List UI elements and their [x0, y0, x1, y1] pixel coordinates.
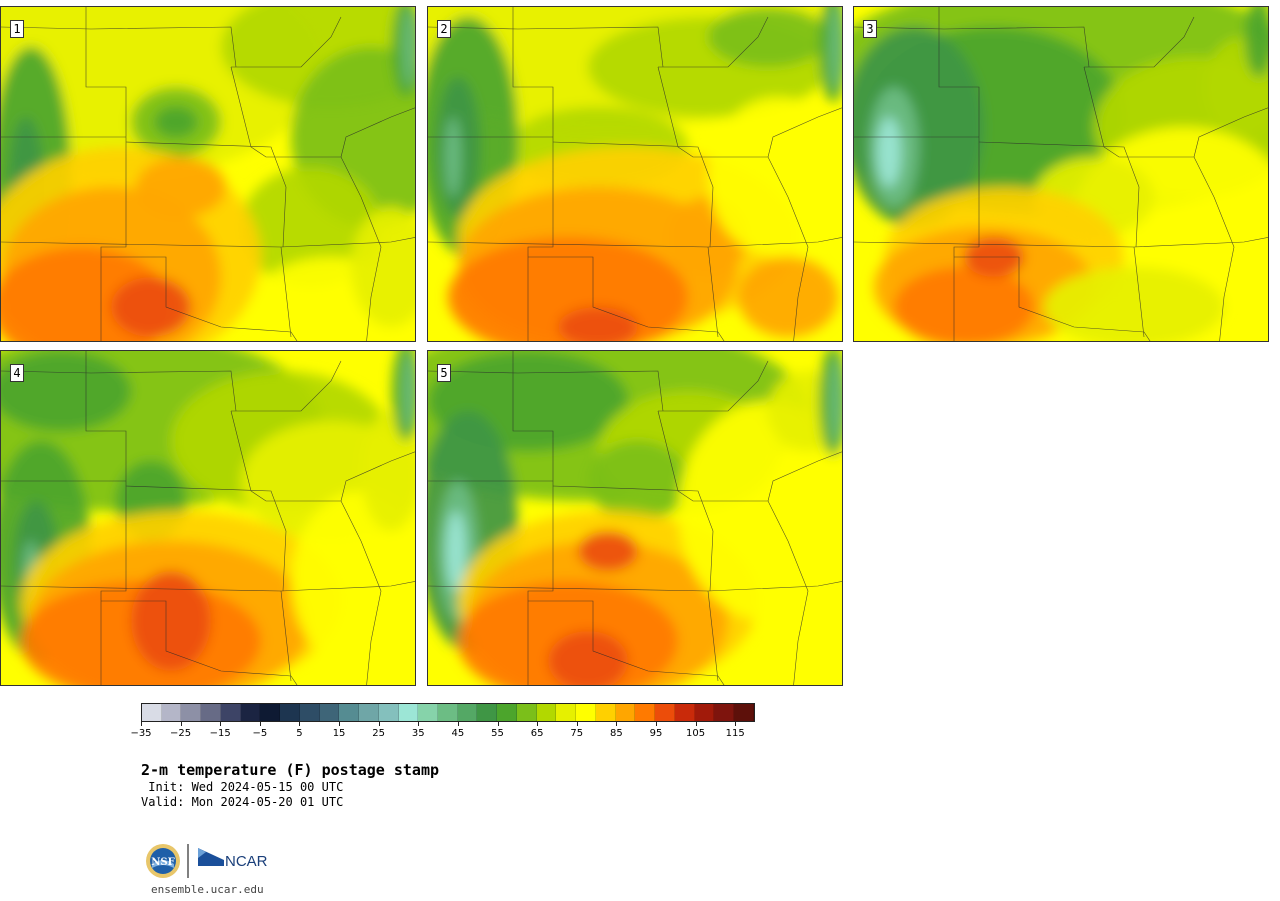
colorbar-tick [537, 722, 539, 726]
colorbar-tick-label: 5 [296, 728, 303, 739]
colorbar-swatch [201, 704, 221, 721]
member-number-label: 3 [863, 20, 877, 38]
valid-time: Valid: Mon 2024-05-20 01 UTC [141, 795, 344, 809]
colorbar-tick-label: 85 [609, 728, 623, 739]
ensemble-member-panel-1: 1 [0, 6, 416, 342]
colorbar-tick [220, 722, 222, 726]
colorbar-tick-label: 45 [451, 728, 465, 739]
colorbar-swatch [655, 704, 675, 721]
colorbar-tick [141, 722, 142, 726]
member-number-label: 1 [10, 20, 24, 38]
colorbar-swatch [418, 704, 439, 721]
ensemble-member-panel-5: 5 [427, 350, 843, 686]
colorbar-swatch [220, 704, 241, 721]
init-time: Init: Wed 2024-05-15 00 UTC [141, 780, 344, 794]
colorbar-tick [576, 722, 578, 726]
colorbar-swatch [161, 704, 182, 721]
nsf-ncar-logo: NSF NCAR [146, 844, 268, 878]
colorbar-tick [339, 722, 341, 726]
colorbar-swatch [556, 704, 577, 721]
temperature-field-map [428, 351, 842, 685]
colorbar-swatch [319, 704, 340, 721]
colorbar-tick [695, 722, 697, 726]
colorbar-swatch [714, 704, 735, 721]
colorbar-swatch [595, 704, 616, 721]
colorbar-tick-label: −25 [170, 728, 192, 739]
ncar-text: NCAR [225, 853, 268, 870]
colorbar-swatch [635, 704, 656, 721]
site-url: ensemble.ucar.edu [151, 883, 264, 896]
colorbar-swatch [240, 704, 261, 721]
colorbar-swatch [299, 704, 320, 721]
colorbar-swatch [477, 704, 498, 721]
colorbar-swatch [674, 704, 695, 721]
colorbar-swatch [694, 704, 715, 721]
colorbar-swatch [359, 704, 379, 721]
member-number-label: 5 [437, 364, 451, 382]
colorbar-tick-label: 65 [530, 728, 544, 739]
colorbar-tick-label: 115 [725, 728, 745, 739]
colorbar-swatch [260, 704, 281, 721]
colorbar-tick [616, 722, 618, 726]
colorbar-tick [655, 722, 657, 726]
colorbar-tick-label: 25 [372, 728, 386, 739]
ensemble-member-panel-2: 2 [427, 6, 843, 342]
temperature-colorbar [141, 703, 755, 722]
colorbar-swatch [576, 704, 596, 721]
colorbar-swatch [142, 704, 162, 721]
figure-title: 2-m temperature (F) postage stamp [141, 761, 440, 779]
colorbar-tick-labels: −35 −25 −15 −5 5 15 25 35 45 55 65 75 85 95 105 115 [130, 722, 755, 744]
colorbar-swatch [457, 704, 478, 721]
colorbar-tick [259, 722, 261, 726]
colorbar-tick-label: 95 [649, 728, 663, 739]
colorbar-tick [180, 722, 182, 726]
colorbar-tick-label: −35 [130, 728, 152, 739]
colorbar-tick-label: 105 [686, 728, 706, 739]
colorbar-swatch [734, 704, 754, 721]
colorbar-tick-label: −15 [209, 728, 231, 739]
colorbar-swatch [536, 704, 557, 721]
colorbar-swatch [516, 704, 537, 721]
ensemble-member-panel-4: 4 [0, 350, 416, 686]
colorbar-swatch [438, 704, 458, 721]
nsf-text: NSF [151, 857, 174, 868]
colorbar-tick [457, 722, 459, 726]
member-number-label: 4 [10, 364, 24, 382]
ensemble-member-panel-3: 3 [853, 6, 1269, 342]
colorbar-tick-label: 35 [411, 728, 425, 739]
colorbar-tick [497, 722, 499, 726]
colorbar-tick [299, 722, 301, 726]
member-number-label: 2 [437, 20, 451, 38]
ncar-logo-icon: NCAR [198, 848, 268, 870]
colorbar-tick [378, 722, 380, 726]
colorbar-swatch [339, 704, 360, 721]
temperature-field-map [428, 7, 842, 341]
colorbar-swatch [378, 704, 399, 721]
colorbar-swatch [398, 704, 419, 721]
colorbar-tick [418, 722, 420, 726]
colorbar-tick-label: −5 [252, 728, 268, 739]
colorbar-tick-label: 55 [491, 728, 504, 739]
colorbar-swatch [280, 704, 300, 721]
colorbar-tick [735, 722, 737, 726]
colorbar-swatch [497, 704, 517, 721]
temperature-field-map [1, 351, 415, 685]
colorbar-swatch [615, 704, 636, 721]
colorbar-swatch [181, 704, 202, 721]
temperature-field-map [854, 7, 1268, 341]
colorbar-tick-label: 75 [570, 728, 584, 739]
temperature-field-map [1, 7, 415, 341]
nsf-seal-icon: NSF [146, 844, 180, 878]
colorbar-tick-label: 15 [332, 728, 346, 739]
